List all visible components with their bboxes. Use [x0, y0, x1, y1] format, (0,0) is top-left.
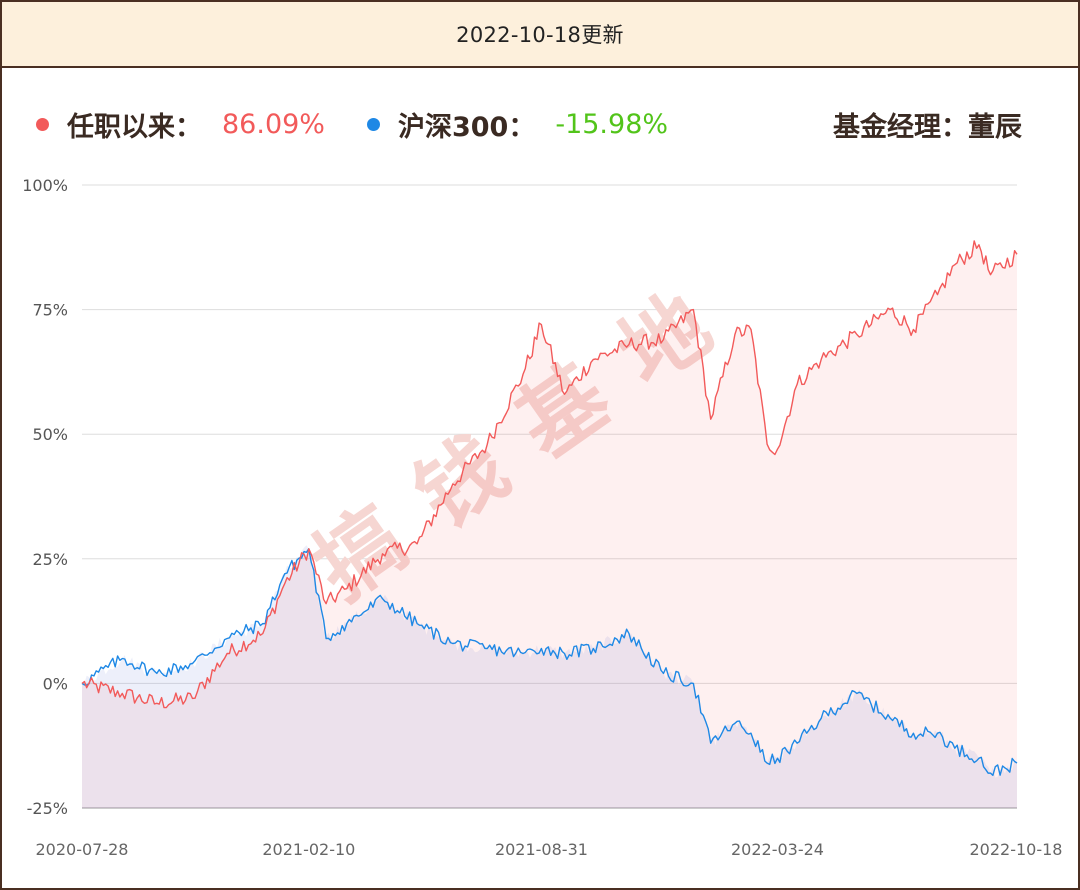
series-line-fund: [81, 240, 1018, 709]
x-tick-label: 2021-02-10: [262, 840, 355, 859]
header-title: 2022-10-18更新: [456, 23, 624, 47]
y-tick-label: -25%: [27, 799, 68, 818]
fund-legend-dot-icon: [36, 117, 49, 131]
series-line-index: [81, 548, 1018, 776]
y-tick-label: 25%: [32, 550, 68, 569]
series-area-fund: [82, 240, 1017, 808]
index-legend-label: 沪深300：: [397, 111, 536, 143]
x-tick-label: 2022-03-24: [731, 840, 824, 859]
y-tick-label: 0%: [43, 674, 68, 693]
fund-manager-label: 基金经理：董辰: [833, 111, 1022, 143]
y-tick-label: 100%: [22, 176, 68, 195]
fund-legend-label: 任职以来：: [67, 111, 202, 143]
x-tick-label: 2022-10-18: [970, 840, 1063, 859]
x-tick-label: 2020-07-28: [36, 840, 129, 859]
y-tick-label: 75%: [32, 301, 68, 320]
index-return-value: -15.98%: [555, 108, 669, 140]
fund-return-value: 86.09%: [222, 108, 325, 140]
series-area-index: [82, 545, 1017, 808]
y-tick-label: 50%: [32, 425, 68, 444]
update-date-header: 2022-10-18更新: [2, 2, 1078, 68]
x-tick-label: 2021-08-31: [495, 840, 588, 859]
index-legend-dot-icon: [366, 117, 380, 131]
chart-legend: 任职以来： 86.09% 沪深300： -15.98%: [36, 102, 710, 146]
